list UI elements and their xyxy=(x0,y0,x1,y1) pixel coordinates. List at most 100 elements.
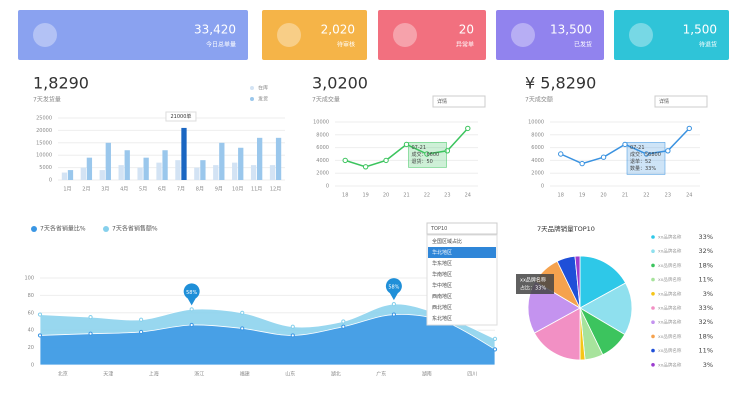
pin-label: 58% xyxy=(388,285,399,291)
y-tick-label: 15000 xyxy=(36,140,52,146)
point xyxy=(37,312,43,317)
point xyxy=(643,151,650,157)
menu-item[interactable]: 全国区域占比 xyxy=(432,238,462,245)
y-tick-label: 10000 xyxy=(528,120,544,126)
point xyxy=(622,141,628,148)
bar xyxy=(238,147,244,180)
bar xyxy=(137,167,143,180)
tooltip-text: 成交：6600 xyxy=(412,151,440,158)
card-value: 2,020 xyxy=(321,23,355,37)
dropdown[interactable] xyxy=(654,95,708,108)
value-label: 18% xyxy=(699,332,713,340)
x-tick-label: 4月 xyxy=(120,187,128,193)
bar xyxy=(162,150,168,180)
point xyxy=(665,148,671,154)
card xyxy=(496,10,604,60)
x-tick-label: 10月 xyxy=(232,187,243,193)
y-tick-label: 0 xyxy=(31,363,34,369)
y-tick-label: 40 xyxy=(28,328,34,334)
point xyxy=(37,333,43,338)
menu-item[interactable]: 东北地区 xyxy=(432,315,452,322)
x-tick-label: 2月 xyxy=(82,187,90,193)
headline: 1,8290 xyxy=(33,74,89,93)
tooltip-text: 21000单 xyxy=(171,113,192,120)
point xyxy=(558,151,564,157)
point xyxy=(290,333,295,338)
bar xyxy=(250,165,257,180)
legend-dot xyxy=(651,277,655,282)
y-tick-label: 5000 xyxy=(39,165,52,171)
x-tick-label: 9月 xyxy=(215,187,223,193)
point xyxy=(139,317,144,322)
legend-label: 在库 xyxy=(258,85,268,92)
menu-item[interactable]: 华中地区 xyxy=(432,282,452,289)
bar xyxy=(257,137,263,180)
dropdown[interactable] xyxy=(432,95,486,108)
pie-slice xyxy=(533,307,581,361)
y-tick-label: 4000 xyxy=(316,158,329,164)
value-label: 33% xyxy=(699,304,713,312)
bar xyxy=(86,157,93,180)
point xyxy=(492,336,498,341)
bar xyxy=(275,137,282,180)
point xyxy=(391,302,396,307)
dropdown-label: 详情 xyxy=(659,98,669,105)
bar xyxy=(118,165,124,180)
dropdown[interactable] xyxy=(426,222,498,235)
legend-dot xyxy=(31,226,37,232)
point xyxy=(240,326,245,331)
card-icon xyxy=(511,23,535,47)
y-tick-label: 4000 xyxy=(531,158,544,164)
value-label: 11% xyxy=(699,276,713,284)
menu-item[interactable]: 华东地区 xyxy=(432,260,452,267)
x-tick-label: 广东 xyxy=(376,371,386,378)
value-label: 32% xyxy=(699,247,713,255)
card-label: 异常单 xyxy=(456,41,474,49)
point xyxy=(492,347,498,352)
legend-dot xyxy=(651,334,655,339)
y-tick-label: 2000 xyxy=(531,171,544,177)
card-label: 已发货 xyxy=(574,41,592,49)
x-tick-label: 23 xyxy=(665,193,671,199)
y-tick-label: 60 xyxy=(28,310,34,316)
y-tick-label: 20000 xyxy=(36,128,52,134)
value-label: 33% xyxy=(699,233,713,241)
tooltip xyxy=(165,111,197,122)
point xyxy=(342,157,348,164)
x-tick-label: 18 xyxy=(342,193,348,199)
legend-label: xx品牌名称 xyxy=(658,234,682,241)
legend-label: xx品牌名称 xyxy=(658,276,682,283)
y-tick-label: 2000 xyxy=(316,171,329,177)
card-label: 待审核 xyxy=(337,41,355,49)
x-tick-label: 四川 xyxy=(467,372,477,378)
tooltip xyxy=(516,274,554,294)
value-label: 3% xyxy=(703,361,713,369)
x-tick-label: 3月 xyxy=(101,187,109,193)
menu-item[interactable]: 西南地区 xyxy=(432,293,452,300)
card xyxy=(262,10,367,60)
x-tick-label: 北京 xyxy=(58,371,68,378)
legend-dot xyxy=(651,249,655,253)
point xyxy=(240,310,245,315)
card xyxy=(614,10,729,60)
bar xyxy=(124,150,130,180)
card-value: 20 xyxy=(459,23,474,37)
tooltip-text: xx品牌名称 xyxy=(520,277,546,284)
point xyxy=(686,125,692,132)
point xyxy=(465,125,471,132)
subtitle: 7天发货量 xyxy=(33,96,61,104)
x-tick-label: 19 xyxy=(579,193,585,199)
menu-item[interactable]: 华南地区 xyxy=(432,271,452,278)
pie-slice xyxy=(579,282,633,336)
point xyxy=(189,322,194,328)
menu-item[interactable]: 华北地区 xyxy=(432,249,452,256)
x-tick-label: 山东 xyxy=(285,371,295,378)
menu-item[interactable]: 西北地区 xyxy=(432,304,452,311)
legend-dot xyxy=(651,363,655,367)
value-label: 32% xyxy=(699,318,713,326)
bar xyxy=(80,167,86,180)
legend-dot xyxy=(651,320,655,325)
legend-dot xyxy=(651,306,655,310)
menu-selected xyxy=(428,247,496,258)
